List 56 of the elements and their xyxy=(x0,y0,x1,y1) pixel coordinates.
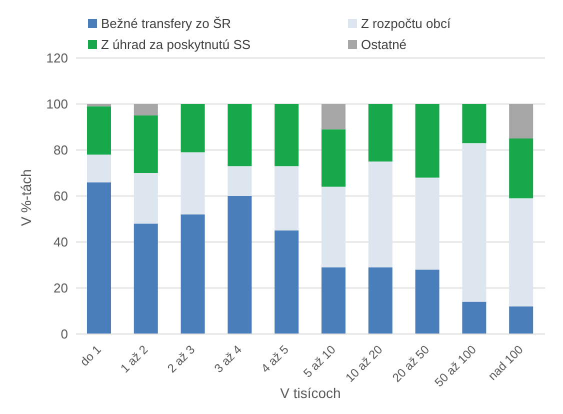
y-tick-label: 100 xyxy=(46,96,68,112)
x-tick-label: 4 až 5 xyxy=(258,342,292,376)
bar xyxy=(322,186,346,268)
y-tick-label: 20 xyxy=(54,280,68,296)
bar xyxy=(415,178,440,270)
y-tick-label: 80 xyxy=(54,142,68,158)
bar xyxy=(322,104,346,130)
bar xyxy=(274,230,299,334)
bar xyxy=(509,104,534,138)
bar xyxy=(134,104,158,116)
bar xyxy=(180,152,205,214)
x-tick-label: 3 až 4 xyxy=(211,342,245,376)
bar xyxy=(368,267,392,334)
bar xyxy=(509,306,534,334)
bar xyxy=(509,138,534,198)
legend-label: Z rozpočtu obcí xyxy=(360,16,452,31)
bar xyxy=(322,129,346,187)
x-tick-label: 20 až 50 xyxy=(390,342,432,385)
x-tick-label: 1 až 2 xyxy=(118,342,151,376)
bar xyxy=(415,104,440,178)
x-tick-label: 5 až 10 xyxy=(300,342,339,380)
x-axis-title: V tisícoch xyxy=(280,385,341,401)
bar xyxy=(87,154,111,182)
bar xyxy=(415,270,440,334)
legend-label: Z úhrad za poskytnutú SS xyxy=(100,37,252,52)
bar xyxy=(462,104,486,144)
bar xyxy=(368,104,392,162)
y-tick-label: 60 xyxy=(54,188,68,204)
x-tick-label: 10 až 20 xyxy=(342,342,386,385)
bar xyxy=(228,104,252,166)
x-tick-label: nad 100 xyxy=(485,342,526,384)
bar xyxy=(509,198,534,306)
bar xyxy=(180,104,205,152)
x-tick-label: 50 až 100 xyxy=(432,342,480,390)
bar xyxy=(274,104,299,166)
y-axis-title: V %-tách xyxy=(18,169,34,226)
y-tick-label: 40 xyxy=(54,234,68,250)
bar xyxy=(228,166,252,196)
bar xyxy=(180,214,205,334)
bar xyxy=(134,173,158,224)
bar xyxy=(87,182,111,334)
bar xyxy=(368,162,392,268)
y-tick-label: 120 xyxy=(46,50,68,66)
bar xyxy=(134,116,158,173)
bar xyxy=(322,267,346,334)
bar xyxy=(134,224,158,334)
x-tick-label: 2 až 3 xyxy=(164,342,198,376)
bar xyxy=(87,106,111,155)
bar xyxy=(274,166,299,230)
bar xyxy=(462,143,486,302)
y-tick-label: 0 xyxy=(60,326,68,342)
bar xyxy=(228,196,252,334)
x-tick-label: do 1 xyxy=(77,342,104,369)
bar xyxy=(462,302,486,334)
legend-label: Ostatné xyxy=(360,37,408,52)
legend-label: Bežné transfery zo ŠR xyxy=(100,16,232,31)
